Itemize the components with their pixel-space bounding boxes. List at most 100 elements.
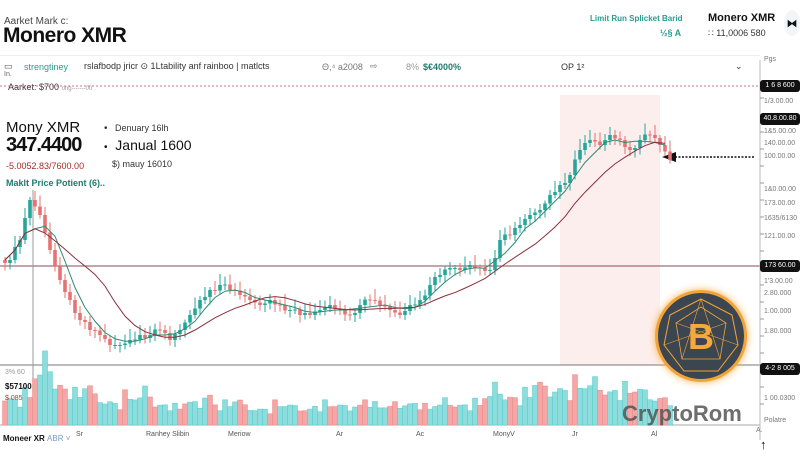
candle-body: [623, 140, 627, 147]
volume-bar: [442, 397, 448, 426]
arrow-up-icon[interactable]: ↑: [760, 437, 767, 452]
candle-body: [118, 345, 122, 346]
volume-bar: [137, 397, 143, 426]
volume-bar: [357, 404, 363, 426]
x-tick-label: Al: [651, 431, 658, 438]
volume-bar: [197, 407, 203, 426]
indicator-green[interactable]: strengtiney: [24, 61, 69, 72]
volume-bar: [77, 397, 83, 426]
volume-bar: [492, 381, 498, 426]
note: In.: [4, 71, 12, 78]
volume-bar: [42, 350, 48, 426]
volume-bar: [387, 406, 393, 426]
candle-body: [303, 313, 307, 315]
candle-body: [43, 215, 47, 233]
info-price: 347.4400: [6, 134, 82, 156]
volume-bar: [262, 408, 268, 426]
candle-body: [593, 140, 597, 142]
page-title: Monero XMR: [3, 24, 127, 47]
volume-bar: [542, 385, 548, 426]
candle-body: [103, 335, 107, 339]
volume-bar: [352, 406, 358, 426]
volume-bar: [342, 405, 348, 426]
candle-body: [383, 305, 387, 307]
candle-body: [8, 260, 12, 263]
ma-fast-line: [4, 139, 666, 342]
volume-bar: [282, 406, 288, 426]
volume-bar: [32, 378, 38, 426]
date-big-text: Janual 1600: [115, 137, 192, 153]
volume-bar: [212, 404, 218, 426]
volume-bar: [572, 374, 578, 426]
candle-body: [618, 138, 622, 140]
price-tag: 4-2 8 005: [760, 363, 800, 375]
candle-body: [588, 140, 592, 143]
candle-body: [543, 203, 547, 210]
info-potential[interactable]: Maklt Price Potient (6)..: [6, 178, 106, 188]
candle-body: [68, 292, 72, 300]
volume-bar: [237, 399, 243, 426]
volume-bar: [142, 385, 148, 426]
volume-bar: [502, 399, 508, 426]
bitcoin-logo: B: [655, 290, 747, 382]
candle-body: [428, 285, 432, 296]
asset-price: ∷ 11,0006 580: [708, 28, 766, 38]
candle-body: [243, 295, 247, 297]
op-label[interactable]: OP 1²: [561, 61, 585, 72]
volume-bar: [612, 390, 618, 426]
indicator-text[interactable]: rslafbodp jricr ⊙ 1Ltability anf rainboo…: [84, 61, 270, 71]
volume-bar: [102, 403, 108, 426]
layout-icon[interactable]: ▭: [4, 61, 13, 71]
x-tick-label: Ar: [336, 431, 343, 438]
volume-bar: [532, 385, 538, 426]
candle-body: [288, 310, 292, 311]
candle-body: [328, 305, 332, 308]
x-tick-label: Ranhey Slibin: [146, 431, 190, 438]
volume-bar: [7, 398, 13, 426]
volume-bar: [582, 388, 588, 426]
volume-bar: [222, 399, 228, 426]
candle-body: [363, 299, 367, 305]
volume-bar: [402, 405, 408, 426]
candle-body: [218, 285, 222, 291]
volume-bar: [127, 399, 133, 426]
volume-bar: [117, 409, 123, 426]
symbol-name: Moneer XR: [3, 434, 45, 443]
bowtie-icon[interactable]: ⧓: [784, 10, 800, 36]
candle-body: [643, 134, 647, 140]
candle-body: [113, 345, 117, 346]
candle-body: [83, 320, 87, 322]
symbol-selector[interactable]: Moneer XR ABR ˅: [3, 434, 70, 443]
volume-bar: [67, 399, 73, 426]
info-change: -5.0052.83/7600.00: [6, 161, 85, 171]
vol-label-1: 3% 60: [5, 369, 25, 376]
value-select[interactable]: $€4000%: [423, 61, 462, 72]
candle-body: [578, 150, 582, 160]
candle-body: [93, 330, 97, 331]
volume-bar: [82, 388, 88, 426]
candle-body: [168, 333, 172, 340]
volume-bar: [467, 410, 473, 426]
market-text: Aarket: $700: [8, 82, 60, 92]
volume-bar: [307, 408, 313, 426]
volume-bar: [452, 406, 458, 426]
volume-bar: [267, 413, 273, 426]
candle-body: [398, 312, 402, 315]
candle-body: [48, 232, 52, 250]
candle-body: [178, 330, 182, 334]
candle-body: [213, 290, 217, 291]
candle-body: [668, 151, 672, 160]
date-small: $) mauy 16010: [112, 159, 173, 169]
volume-bar: [47, 371, 53, 426]
volume-bar: [527, 397, 533, 426]
candle-body: [518, 225, 522, 228]
volume-bar: [412, 403, 418, 426]
limit-link[interactable]: Limit Run Splicket Barid: [590, 14, 683, 23]
candle-body: [403, 311, 407, 315]
candle-body: [153, 329, 157, 335]
redo-icon[interactable]: ⇨: [370, 61, 378, 71]
chevron-down-icon[interactable]: ⌄: [735, 61, 743, 71]
candle-body: [263, 303, 267, 305]
volume-bar: [252, 410, 258, 426]
